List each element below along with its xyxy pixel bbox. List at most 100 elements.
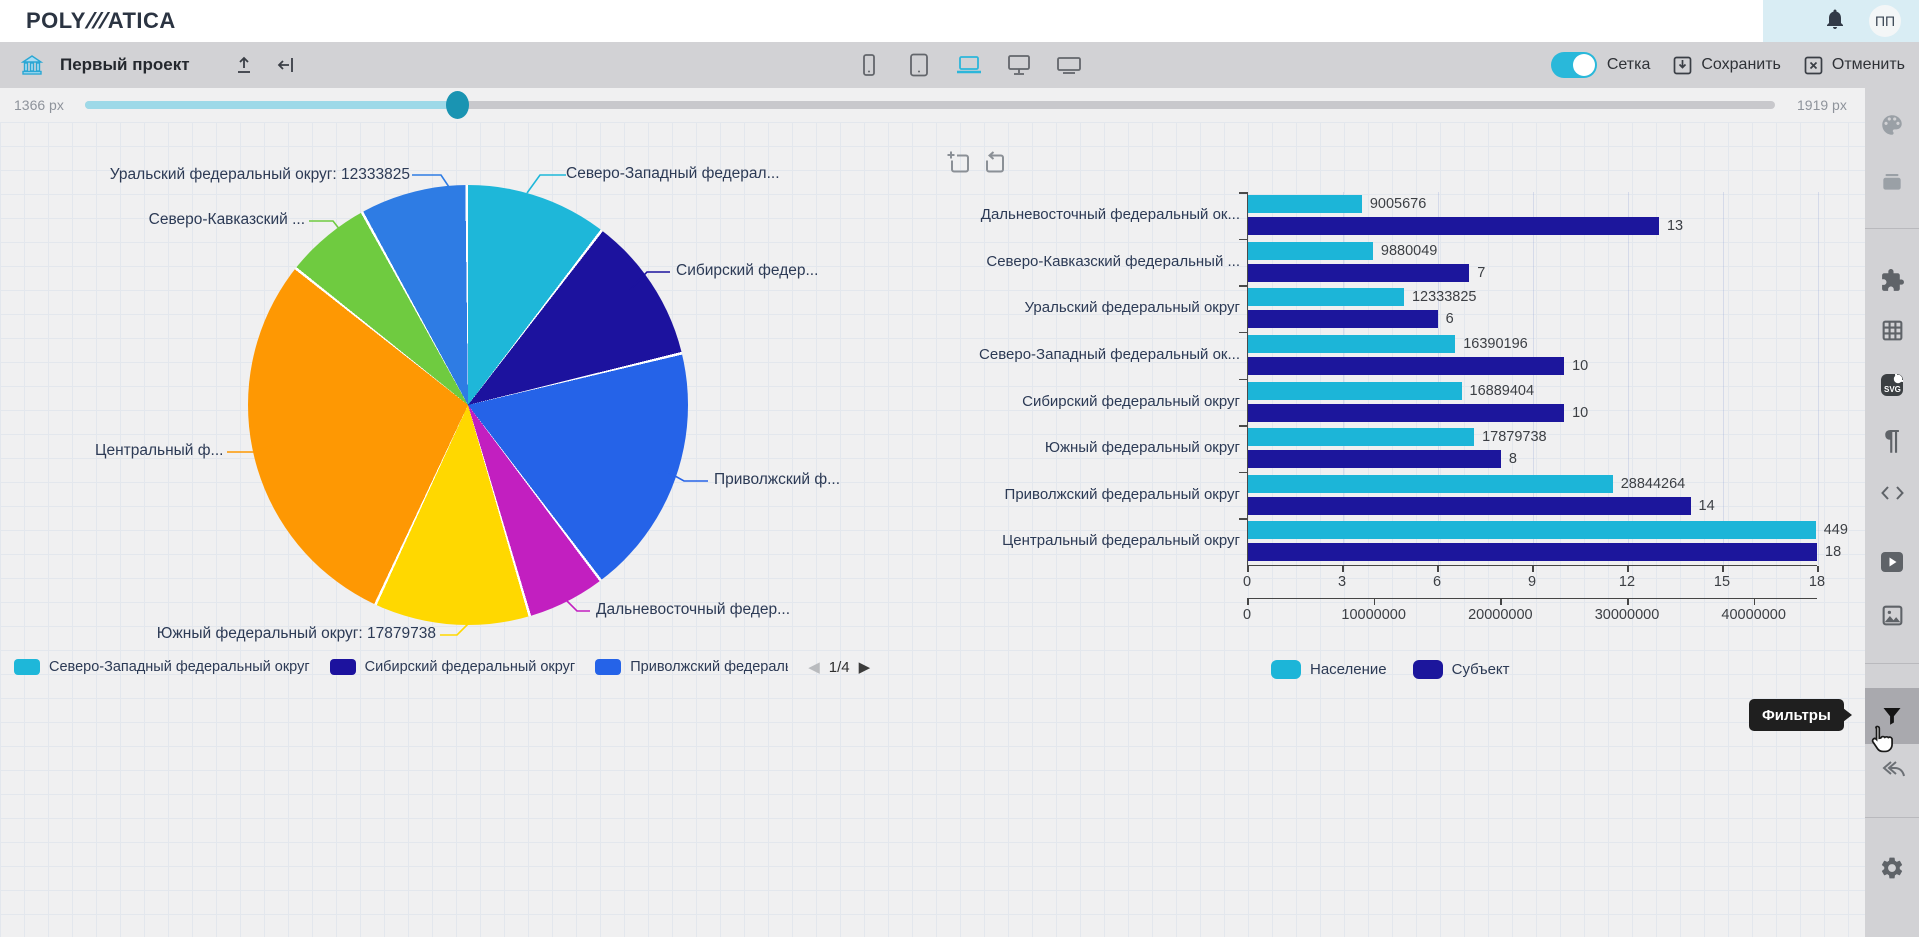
subject-value-label: 14 bbox=[1698, 497, 1715, 514]
bar-legend-item[interactable]: Население bbox=[1271, 660, 1387, 679]
subject-bar[interactable] bbox=[1248, 263, 1470, 282]
axis-tick bbox=[1437, 566, 1439, 572]
bar-category-label: Северо-Западный федеральный ок... bbox=[979, 345, 1240, 363]
bar-category-label: Сибирский федеральный округ bbox=[1022, 392, 1240, 410]
bar-widget-tools bbox=[946, 150, 1009, 182]
population-bar[interactable] bbox=[1248, 241, 1373, 260]
rotate-frame-icon[interactable] bbox=[982, 150, 1009, 182]
category-axis-tick bbox=[1239, 471, 1248, 474]
bar-group: 9005676 13 bbox=[1248, 192, 1817, 238]
bar-group: 28844264 14 bbox=[1248, 472, 1817, 518]
plot-gridline bbox=[1723, 192, 1724, 565]
axis-tick bbox=[1627, 566, 1629, 572]
device-desktop-icon[interactable] bbox=[1005, 51, 1033, 79]
axis-tick-label: 6 bbox=[1432, 574, 1442, 590]
pie-callout-yuzh: Южный федеральный округ: 17879738 bbox=[156, 625, 436, 642]
width-slider-handle[interactable] bbox=[445, 91, 469, 119]
category-axis-tick bbox=[1239, 192, 1248, 194]
population-value-label: 12333825 bbox=[1411, 289, 1477, 306]
bar-group: 449 18 bbox=[1248, 518, 1848, 564]
bar-legend-item[interactable]: Субъект bbox=[1412, 660, 1510, 679]
pie-chart[interactable] bbox=[248, 185, 688, 625]
axis-tick-label: 10000000 bbox=[1341, 607, 1406, 623]
subject-value-label: 6 bbox=[1445, 311, 1454, 328]
bar-plot[interactable]: 9005676 13 9880049 7 12333825 6 16390196 10 1688… bbox=[1239, 192, 1848, 565]
image-icon[interactable] bbox=[1865, 593, 1919, 637]
legend-label: Население bbox=[1310, 661, 1387, 678]
user-avatar[interactable]: ПП bbox=[1869, 5, 1901, 37]
save-label: Сохранить bbox=[1701, 56, 1781, 73]
add-frame-icon[interactable] bbox=[946, 150, 973, 182]
cancel-button[interactable]: Отменить bbox=[1803, 55, 1905, 76]
population-bar[interactable] bbox=[1248, 381, 1462, 400]
bar-group: 9880049 7 bbox=[1248, 239, 1817, 285]
grid-toggle[interactable] bbox=[1550, 52, 1597, 78]
axis-tick-label: 20000000 bbox=[1468, 607, 1533, 623]
filter-icon[interactable] bbox=[1865, 694, 1919, 738]
legend-swatch bbox=[595, 659, 622, 675]
axis-tick-label: 30000000 bbox=[1594, 607, 1660, 623]
right-sidebar: SVG ¶ bbox=[1865, 88, 1919, 937]
device-tablet-icon[interactable] bbox=[905, 51, 933, 79]
top-bar: POLY///ATICA ПП bbox=[0, 0, 1919, 42]
subject-bar[interactable] bbox=[1248, 356, 1565, 375]
table-icon[interactable] bbox=[1865, 308, 1919, 352]
grid-toggle-knob bbox=[1572, 54, 1595, 76]
subject-bar[interactable] bbox=[1248, 543, 1817, 562]
subject-bar[interactable] bbox=[1248, 403, 1565, 422]
bar-group: 16390196 10 bbox=[1248, 332, 1817, 378]
code-icon[interactable] bbox=[1865, 471, 1919, 515]
population-bar[interactable] bbox=[1248, 334, 1456, 353]
settings-gear-icon[interactable] bbox=[1865, 846, 1919, 890]
palette-icon[interactable] bbox=[1865, 103, 1919, 147]
subject-bar[interactable] bbox=[1248, 217, 1659, 235]
device-laptop-icon-active[interactable] bbox=[955, 51, 983, 79]
svg-export-icon[interactable]: SVG bbox=[1865, 363, 1919, 407]
axis-tick bbox=[1722, 566, 1724, 572]
population-bar[interactable] bbox=[1248, 474, 1613, 493]
device-tv-icon[interactable] bbox=[1055, 51, 1083, 79]
width-slider-track[interactable] bbox=[85, 91, 1775, 119]
plot-gridline bbox=[1818, 192, 1819, 565]
bar-legend: Население Субъект bbox=[1271, 660, 1510, 679]
legend-label: Сибирский федеральный округ bbox=[364, 659, 576, 675]
subject-bar[interactable] bbox=[1248, 310, 1438, 329]
user-initials: ПП bbox=[1874, 13, 1896, 29]
population-bar[interactable] bbox=[1248, 428, 1475, 447]
logo-text-2: ATICA bbox=[107, 8, 176, 33]
undo-all-icon[interactable] bbox=[1865, 748, 1919, 792]
pie-legend-item[interactable]: Северо-Западный федеральный округ bbox=[14, 659, 310, 675]
collapse-panel-icon[interactable] bbox=[272, 51, 300, 79]
width-slider-fill bbox=[85, 101, 457, 109]
population-bar[interactable] bbox=[1248, 288, 1404, 307]
population-value-label: 16889404 bbox=[1469, 382, 1535, 399]
population-value-label: 16390196 bbox=[1463, 335, 1528, 352]
paragraph-icon[interactable]: ¶ bbox=[1884, 424, 1900, 455]
population-bar[interactable] bbox=[1248, 195, 1362, 213]
legend-pager: ◀ 1/4 ▶ bbox=[808, 658, 871, 677]
save-button[interactable]: Сохранить bbox=[1672, 55, 1781, 76]
device-phone-icon[interactable] bbox=[855, 51, 883, 79]
pie-legend-item[interactable]: Сибирский федеральный округ bbox=[329, 659, 576, 675]
pie-callout-szap: Северо-Западный федерал... bbox=[566, 165, 780, 182]
subject-value-label: 7 bbox=[1477, 264, 1486, 281]
bar-category-label: Уральский федеральный округ bbox=[1024, 299, 1240, 317]
subject-bar[interactable] bbox=[1248, 496, 1691, 515]
population-bar[interactable] bbox=[1248, 521, 1816, 540]
widgets-drawer-icon[interactable] bbox=[1865, 159, 1919, 203]
puzzle-icon[interactable] bbox=[1865, 258, 1919, 302]
export-icon[interactable] bbox=[230, 51, 258, 79]
dashboard-canvas[interactable]: Уральский федеральный округ: 12333825 Се… bbox=[0, 122, 1865, 937]
notifications-bell-icon[interactable] bbox=[1823, 7, 1847, 36]
pie-legend-item[interactable]: Приволжский федеральный округ bbox=[595, 659, 788, 675]
axis-tick-label: 18 bbox=[1808, 574, 1826, 590]
logo-slashes: /// bbox=[84, 8, 110, 33]
subject-bar[interactable] bbox=[1248, 450, 1501, 469]
legend-prev-icon[interactable]: ◀ bbox=[808, 659, 820, 676]
category-axis-tick bbox=[1239, 331, 1248, 334]
category-axis-tick bbox=[1239, 425, 1248, 427]
population-value-label: 28844264 bbox=[1620, 475, 1686, 492]
video-icon[interactable] bbox=[1865, 540, 1919, 584]
legend-next-icon[interactable]: ▶ bbox=[858, 659, 871, 676]
axis-tick bbox=[1500, 599, 1502, 605]
